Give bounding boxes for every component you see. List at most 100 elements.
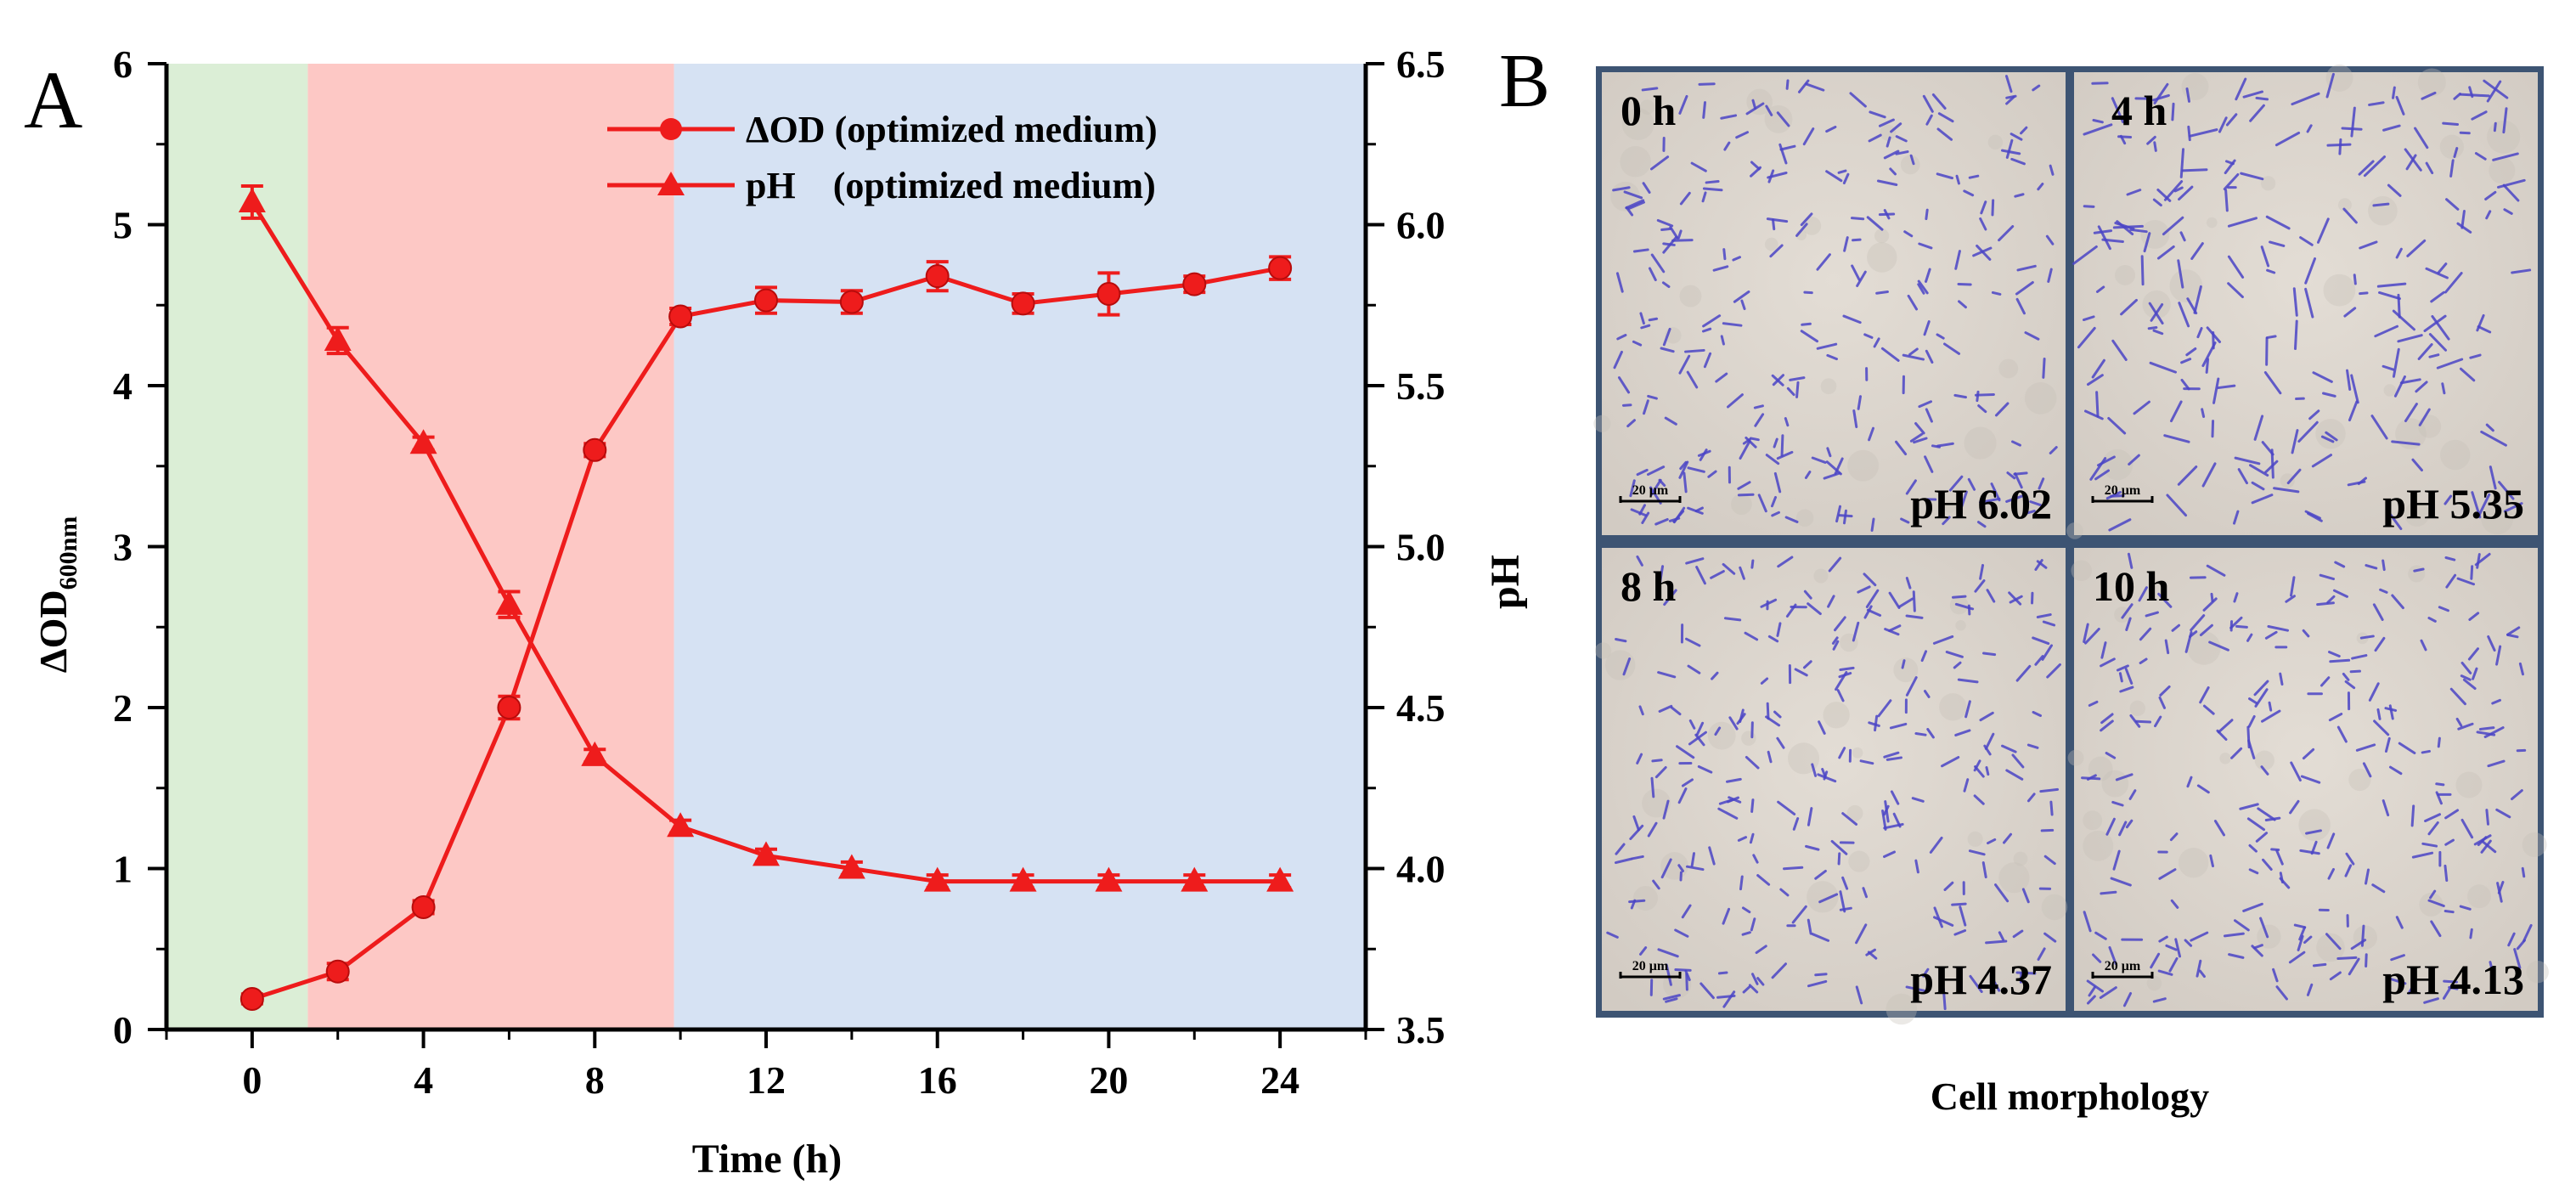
bacterial-cell bbox=[1914, 731, 1927, 736]
bacterial-cell bbox=[2224, 159, 2236, 175]
bacterial-cell bbox=[1615, 843, 1626, 855]
bacterial-cell bbox=[1827, 595, 1835, 608]
bacterial-cell bbox=[2083, 623, 2089, 643]
bacterial-cell bbox=[1663, 589, 1677, 606]
bacterial-cell bbox=[1643, 399, 1649, 415]
bacterial-cell bbox=[2049, 800, 2054, 816]
debris bbox=[1848, 850, 1870, 872]
bacterial-cell bbox=[2444, 838, 2455, 846]
bacterial-cell bbox=[1711, 671, 1719, 680]
bacterial-cell bbox=[2444, 272, 2463, 294]
bacterial-cell bbox=[1942, 516, 1951, 526]
bacterial-cell bbox=[2304, 257, 2317, 285]
debris bbox=[2083, 830, 2114, 861]
bacterial-cell bbox=[2472, 667, 2478, 680]
bacterial-cell bbox=[2190, 931, 2209, 942]
bacterial-cell bbox=[1679, 191, 1691, 206]
y-axis-left-label: ΔOD600nm bbox=[31, 516, 82, 674]
bacterial-cell bbox=[1987, 838, 1997, 845]
bacterial-cell bbox=[1739, 439, 1751, 460]
bacterial-cell bbox=[2365, 868, 2370, 885]
bacterial-cell bbox=[2138, 586, 2148, 602]
y-right-tick-label: 4.0 bbox=[1396, 848, 1446, 891]
bacterial-cell bbox=[2091, 358, 2105, 379]
bacterial-cell bbox=[1771, 962, 1787, 979]
bacterial-cell bbox=[2484, 190, 2497, 201]
bacterial-cell bbox=[2259, 917, 2269, 939]
bacterial-cell bbox=[2430, 920, 2442, 938]
bacterial-cell bbox=[2417, 343, 2433, 360]
bacterial-cell bbox=[2193, 285, 2202, 314]
debris bbox=[2024, 382, 2057, 415]
data-point-ph bbox=[581, 741, 609, 766]
bacterial-cell bbox=[1913, 437, 1928, 444]
bacterial-cell bbox=[2503, 208, 2513, 215]
svg-text:ΔOD600nm: ΔOD600nm bbox=[31, 516, 82, 674]
bacterial-cell bbox=[2302, 629, 2310, 638]
bacterial-cell bbox=[1683, 471, 1688, 494]
bacterial-cell bbox=[2378, 291, 2401, 301]
bacterial-cell bbox=[1834, 457, 1844, 476]
bacterial-cell bbox=[1973, 794, 1985, 805]
bacterial-cell bbox=[2112, 849, 2121, 871]
bacterial-cell bbox=[1756, 977, 1765, 986]
bacterial-cell bbox=[2478, 726, 2495, 731]
bacterial-cell bbox=[1964, 700, 1971, 719]
bacterial-cell bbox=[2393, 375, 2406, 398]
bacterial-cell bbox=[1688, 719, 1696, 730]
bacterial-cell bbox=[1740, 299, 1746, 311]
bacterial-cell bbox=[2469, 928, 2473, 939]
bacterial-cell bbox=[1714, 726, 1722, 736]
bacterial-cell bbox=[2077, 326, 2096, 349]
bacterial-cell bbox=[2468, 612, 2480, 621]
bacterial-cell bbox=[2480, 839, 2492, 854]
bacterial-cell bbox=[2036, 613, 2052, 618]
bacterial-cell bbox=[1825, 460, 1842, 476]
debris bbox=[2041, 894, 2068, 921]
bacterial-cell bbox=[1702, 314, 1722, 328]
bacterial-cell bbox=[2171, 623, 2181, 632]
bacterial-cell bbox=[2373, 719, 2390, 736]
bacterial-cell bbox=[2107, 416, 2127, 435]
debris bbox=[1880, 124, 1897, 141]
bacterial-cell bbox=[1649, 478, 1662, 496]
bacterial-cell bbox=[2089, 457, 2107, 481]
bacterial-cell bbox=[1716, 994, 1736, 999]
bacterial-cell bbox=[2139, 627, 2152, 641]
bacterial-cell bbox=[1636, 555, 1643, 567]
bacterial-cell bbox=[1981, 652, 1997, 657]
bacterial-cell bbox=[1863, 333, 1874, 339]
bacterial-cell bbox=[1998, 225, 2015, 242]
bacterial-cell bbox=[2029, 500, 2042, 507]
bacterial-cell bbox=[2105, 491, 2122, 500]
bacterial-cell bbox=[2411, 851, 2434, 859]
bacterial-cell bbox=[2213, 820, 2225, 837]
bacterial-cell bbox=[1857, 395, 1863, 410]
bacterial-cell bbox=[2156, 188, 2172, 202]
y-label-main: ΔOD bbox=[31, 590, 75, 673]
bacterial-cell bbox=[1708, 846, 1716, 866]
debris bbox=[1939, 693, 1967, 721]
bacterial-cell bbox=[2196, 959, 2202, 978]
bacterial-cell bbox=[2239, 803, 2259, 810]
bacterial-cell bbox=[1865, 589, 1880, 608]
bacterial-cell bbox=[1905, 614, 1924, 619]
x-axis-label: Time (h) bbox=[692, 1137, 842, 1182]
bacterial-cell bbox=[1695, 721, 1705, 736]
debris bbox=[2489, 157, 2516, 184]
bacterial-cell bbox=[2249, 104, 2265, 122]
bacterial-cell bbox=[2119, 134, 2127, 145]
bacterial-cell bbox=[2320, 676, 2331, 687]
bacterial-cell bbox=[1905, 985, 1928, 993]
debris bbox=[2404, 501, 2430, 527]
bacterial-cell bbox=[2199, 686, 2210, 704]
bacterial-cell bbox=[1883, 850, 1896, 859]
bacterial-cell bbox=[2460, 818, 2474, 839]
bacterial-cell bbox=[1650, 253, 1666, 274]
bacterial-cell bbox=[1699, 982, 1715, 1000]
bacterial-cell bbox=[2395, 247, 2403, 259]
bacterial-cell bbox=[2421, 91, 2437, 100]
bacterial-cell bbox=[1639, 946, 1648, 956]
bacterial-cell bbox=[2469, 353, 2482, 359]
